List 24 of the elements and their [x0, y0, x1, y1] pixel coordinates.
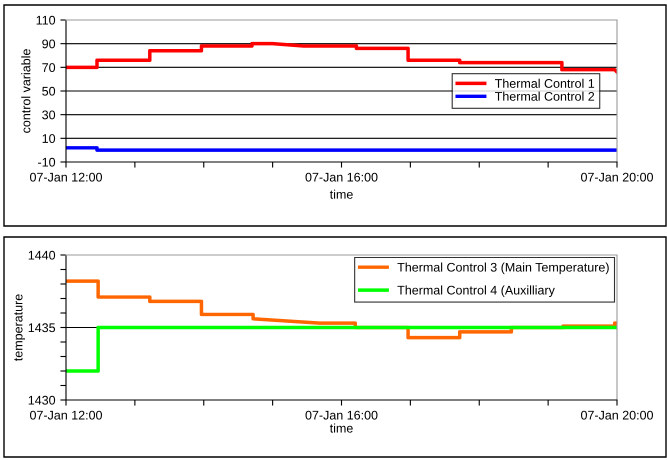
y-tick-label: 50	[42, 86, 56, 96]
y-tick-label: 90	[42, 39, 56, 48]
y-tick-label: 1430	[28, 396, 56, 405]
x-axis-title: time	[330, 190, 353, 199]
y-axis-title: control variable	[21, 49, 30, 133]
y-tick-label: 110	[36, 16, 56, 25]
x-tick-label: 07-Jan 20:00	[581, 410, 653, 420]
legend-label: Thermal Control 1	[494, 78, 594, 88]
x-tick-label: 07-Jan 16:00	[306, 410, 378, 420]
x-tick-label: 07-Jan 12:00	[30, 410, 102, 420]
legend-label: Thermal Control 4 (Auxilliary	[397, 285, 555, 298]
x-tick-label: 07-Jan 12:00	[30, 172, 102, 182]
legend-label: Thermal Control 2	[494, 92, 594, 101]
y-tick-label: 1435	[28, 323, 56, 332]
y-tick-label: 1440	[28, 250, 56, 260]
y-tick-label: 30	[42, 110, 56, 120]
y-tick-label: 70	[42, 63, 56, 72]
x-tick-label: 07-Jan 16:00	[306, 172, 378, 182]
x-axis-title: time	[330, 423, 353, 433]
legend-label: Thermal Control 3 (Main Temperature)	[397, 262, 609, 274]
x-tick-label: 07-Jan 20:00	[581, 172, 653, 182]
y-tick-label: -10	[38, 158, 56, 167]
y-tick-label: 10	[42, 134, 56, 143]
y-axis-title: temperature	[14, 294, 25, 362]
